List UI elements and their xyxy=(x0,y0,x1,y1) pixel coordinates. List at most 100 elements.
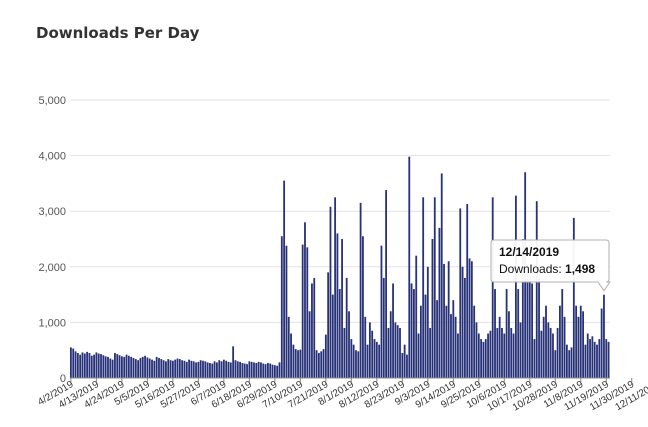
bar[interactable] xyxy=(452,300,455,378)
bar[interactable] xyxy=(192,361,195,378)
bar[interactable] xyxy=(120,356,123,378)
bar[interactable] xyxy=(88,352,91,378)
bar[interactable] xyxy=(463,277,466,378)
bar[interactable] xyxy=(491,197,494,378)
bar[interactable] xyxy=(431,239,434,378)
bar[interactable] xyxy=(343,327,346,378)
bar[interactable] xyxy=(100,354,102,378)
bar[interactable] xyxy=(123,356,126,378)
bar[interactable] xyxy=(575,305,578,378)
bar[interactable] xyxy=(185,361,188,378)
bar[interactable] xyxy=(264,364,267,378)
bar[interactable] xyxy=(306,247,309,378)
bar[interactable] xyxy=(294,349,297,378)
bar[interactable] xyxy=(477,333,480,378)
bar[interactable] xyxy=(151,359,153,378)
bar[interactable] xyxy=(408,156,411,378)
bar[interactable] xyxy=(359,202,362,378)
bar[interactable] xyxy=(526,272,529,378)
bar[interactable] xyxy=(475,322,478,378)
bar[interactable] xyxy=(521,239,524,378)
bar[interactable] xyxy=(341,239,343,378)
bar[interactable] xyxy=(134,359,137,378)
bar[interactable] xyxy=(352,344,355,378)
bar[interactable] xyxy=(287,316,290,378)
bar[interactable] xyxy=(505,289,508,378)
bar[interactable] xyxy=(445,305,448,378)
bar[interactable] xyxy=(338,289,341,378)
bar[interactable] xyxy=(422,197,425,378)
bar[interactable] xyxy=(162,360,165,378)
bar[interactable] xyxy=(250,361,253,378)
bar[interactable] xyxy=(74,351,77,378)
bar[interactable] xyxy=(267,362,269,378)
bar[interactable] xyxy=(278,362,281,378)
bar[interactable] xyxy=(510,327,513,378)
bar[interactable] xyxy=(568,350,571,378)
bar[interactable] xyxy=(392,283,394,378)
bar[interactable] xyxy=(565,344,568,378)
bar[interactable] xyxy=(401,352,404,378)
bar[interactable] xyxy=(470,261,473,378)
bar[interactable] xyxy=(169,360,172,378)
bar[interactable] xyxy=(382,277,385,378)
bar[interactable] xyxy=(403,344,406,378)
bar[interactable] xyxy=(380,245,383,378)
bar[interactable] xyxy=(494,289,496,378)
bar[interactable] xyxy=(350,339,353,378)
bar[interactable] xyxy=(554,350,557,378)
bar[interactable] xyxy=(227,361,230,378)
bar[interactable] xyxy=(114,352,116,378)
bar[interactable] xyxy=(178,359,181,378)
bar[interactable] xyxy=(146,357,149,378)
bar[interactable] xyxy=(141,356,144,378)
bar[interactable] xyxy=(271,364,274,378)
bar[interactable] xyxy=(438,227,441,378)
bar[interactable] xyxy=(517,289,520,378)
bar[interactable] xyxy=(236,361,239,378)
bar[interactable] xyxy=(357,351,360,378)
bar[interactable] xyxy=(95,352,98,378)
bar[interactable] xyxy=(243,363,246,378)
bar[interactable] xyxy=(547,322,550,378)
bar[interactable] xyxy=(285,245,288,378)
bar[interactable] xyxy=(399,327,401,378)
bar[interactable] xyxy=(116,354,119,378)
bar[interactable] xyxy=(97,353,100,378)
bar[interactable] xyxy=(320,351,323,378)
bar[interactable] xyxy=(459,208,462,378)
bar[interactable] xyxy=(447,261,450,378)
bar[interactable] xyxy=(125,354,128,378)
bar[interactable] xyxy=(512,333,515,378)
bar[interactable] xyxy=(607,341,610,378)
bar[interactable] xyxy=(222,359,225,378)
bar[interactable] xyxy=(130,356,133,378)
bar[interactable] xyxy=(559,305,561,378)
bar[interactable] xyxy=(304,222,306,378)
bar[interactable] xyxy=(362,236,364,378)
bar[interactable] xyxy=(454,316,457,378)
bar[interactable] xyxy=(443,264,445,378)
bar[interactable] xyxy=(415,255,418,378)
bar[interactable] xyxy=(327,272,330,378)
bar[interactable] xyxy=(368,322,371,378)
bar[interactable] xyxy=(572,217,575,378)
bar[interactable] xyxy=(589,339,591,378)
bar[interactable] xyxy=(410,283,413,378)
bar[interactable] xyxy=(297,350,299,378)
bar[interactable] xyxy=(183,360,186,378)
bar[interactable] xyxy=(596,344,598,378)
bar[interactable] xyxy=(487,333,489,378)
bar[interactable] xyxy=(424,294,427,378)
bar[interactable] xyxy=(181,360,184,378)
bar[interactable] xyxy=(535,201,538,378)
bar[interactable] xyxy=(556,327,559,378)
bar[interactable] xyxy=(417,333,420,378)
bar[interactable] xyxy=(482,341,485,378)
bar[interactable] xyxy=(542,316,545,378)
bar[interactable] xyxy=(496,327,499,378)
bar[interactable] xyxy=(76,352,79,378)
bar[interactable] xyxy=(348,311,350,378)
bar[interactable] xyxy=(545,305,547,378)
bar[interactable] xyxy=(234,360,237,378)
